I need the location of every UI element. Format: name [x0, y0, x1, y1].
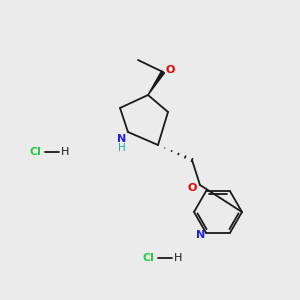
- Text: Cl: Cl: [29, 147, 41, 157]
- Text: Cl: Cl: [142, 253, 154, 263]
- Text: H: H: [61, 147, 69, 157]
- Text: H: H: [118, 143, 126, 153]
- Text: O: O: [165, 65, 175, 75]
- Text: N: N: [117, 134, 127, 144]
- Polygon shape: [148, 71, 164, 95]
- Text: N: N: [196, 230, 206, 240]
- Text: O: O: [187, 183, 197, 193]
- Text: H: H: [174, 253, 182, 263]
